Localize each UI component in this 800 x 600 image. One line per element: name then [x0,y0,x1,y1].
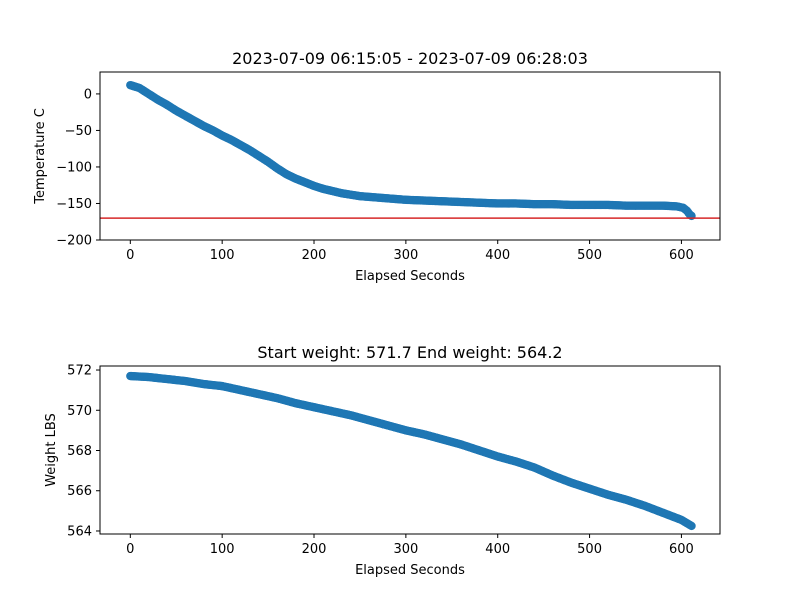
temperature-x-axis-label: Elapsed Seconds [355,269,465,284]
weight-y-tick-label: 570 [67,404,92,419]
weight-x-tick-label: 300 [393,542,418,557]
temperature-chart-title: 2023-07-09 06:15:05 - 2023-07-09 06:28:0… [232,49,588,68]
weight-x-tick-label: 400 [485,542,510,557]
weight-y-axis: 572 570 568 566 564 [67,364,100,539]
temperature-x-tick-label: 200 [302,248,327,263]
weight-x-tick-label: 600 [669,542,694,557]
temperature-points [126,80,696,221]
weight-y-tick-label: 572 [67,364,92,379]
weight-plot-frame [99,365,721,535]
weight-x-axis-label: Elapsed Seconds [355,563,465,578]
weight-x-tick-label: 100 [210,542,235,557]
temperature-x-tick-label: 600 [669,248,694,263]
weight-y-tick-label: 566 [67,484,92,499]
weight-x-axis: 0 100 200 300 400 500 600 [126,534,694,557]
temperature-y-axis: 0 −50 −100 −150 −200 [56,87,100,249]
temperature-y-tick-label: −50 [65,124,92,139]
temperature-y-tick-label: 0 [84,87,92,102]
temperature-y-tick-label: −150 [56,197,92,212]
temperature-x-tick-label: 300 [393,248,418,263]
temperature-y-axis-label: Temperature C [33,108,48,205]
weight-y-tick-label: 568 [67,444,92,459]
temperature-chart: 0 100 200 300 400 500 600 0 −50 −100 −150 −200 202… [33,49,721,284]
weight-x-tick-label: 0 [126,542,134,557]
temperature-y-tick-label: −100 [56,160,92,175]
temperature-x-tick-label: 400 [485,248,510,263]
temperature-x-tick-label: 0 [126,248,134,263]
temperature-data-point [687,211,696,221]
temperature-plot-frame [99,71,721,241]
weight-x-tick-label: 200 [302,542,327,557]
temperature-y-tick-label: −200 [56,234,92,249]
weight-x-tick-label: 500 [577,542,602,557]
weight-points [126,371,696,531]
weight-chart: 0 100 200 300 400 500 600 572 570 568 566 564 Star… [44,343,721,578]
temperature-x-tick-label: 100 [210,248,235,263]
weight-y-tick-label: 564 [67,524,92,539]
weight-y-axis-label: Weight LBS [44,413,59,487]
temperature-x-tick-label: 500 [577,248,602,263]
weight-data-point [687,521,696,531]
weight-chart-title: Start weight: 571.7 End weight: 564.2 [257,343,562,362]
temperature-x-axis: 0 100 200 300 400 500 600 [126,240,694,263]
